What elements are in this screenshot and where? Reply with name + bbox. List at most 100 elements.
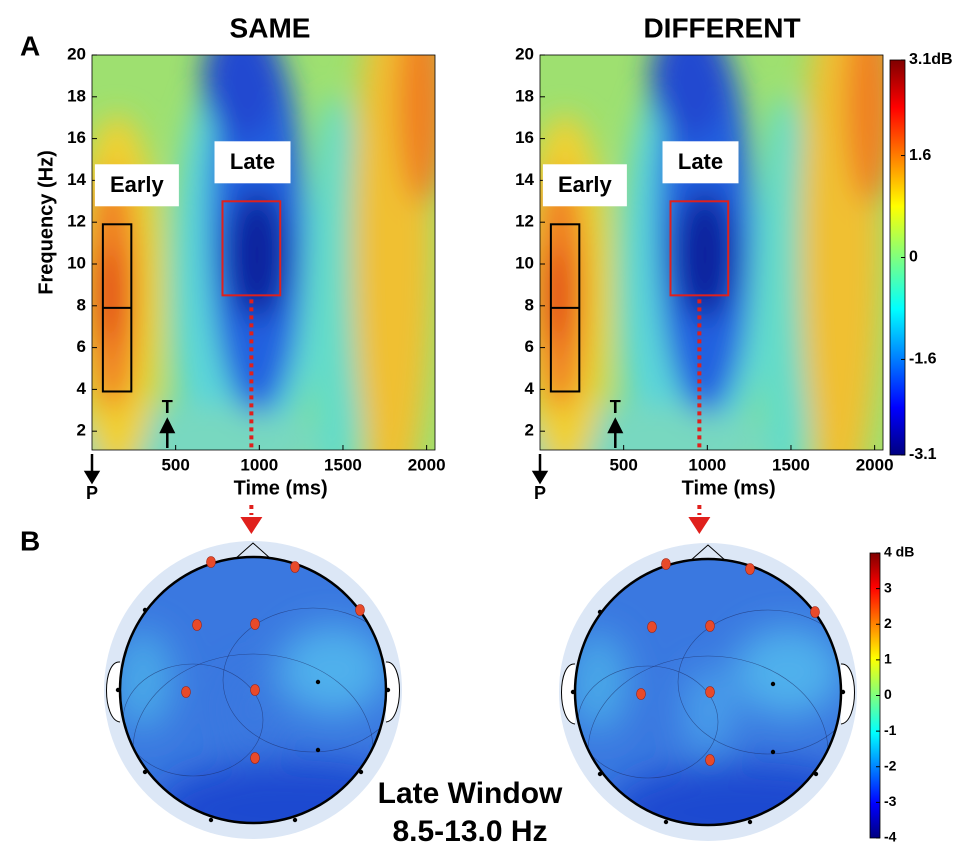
- x-tick-label: 500: [161, 455, 189, 474]
- event-label: T: [610, 397, 621, 417]
- electrode: [315, 747, 321, 753]
- electrode: [206, 556, 216, 568]
- field-blob: [278, 625, 386, 715]
- x-axis-label: Time (ms): [682, 477, 776, 499]
- colorbar-tick-label: -4: [884, 829, 897, 845]
- field-blob: [227, 190, 287, 320]
- electrode: [250, 752, 260, 764]
- y-tick-label: 18: [515, 86, 534, 105]
- x-tick-label: 1500: [324, 455, 362, 474]
- colorbar-tick-label: 1.6: [909, 147, 931, 164]
- event-label: P: [86, 483, 98, 503]
- electrode: [250, 684, 260, 696]
- electrode: [250, 618, 260, 630]
- heatmap-field: [540, 55, 883, 450]
- x-tick-label: 1000: [688, 455, 726, 474]
- field-blob: [755, 95, 815, 450]
- colorbar-tick-label: -3: [884, 793, 897, 809]
- colorbar-tick-label: 1: [884, 651, 892, 667]
- chart-title: DIFFERENT: [643, 12, 800, 43]
- electrode: [747, 819, 753, 825]
- electrode: [142, 607, 148, 613]
- y-tick-label: 10: [67, 253, 86, 272]
- colorbar-tick-label: 0: [909, 249, 918, 266]
- x-tick-label: 500: [609, 455, 637, 474]
- colorbar-tick-label: 3.1dB: [909, 51, 953, 68]
- electrode: [355, 604, 365, 616]
- field-blob: [650, 55, 730, 140]
- region-label-box: [662, 141, 739, 184]
- colorbar-tick-label: -2: [884, 757, 897, 773]
- y-tick-label: 2: [525, 421, 534, 440]
- electrode: [661, 558, 671, 570]
- region-label-box: [94, 164, 179, 207]
- colorbar-tick-label: 4 dB: [884, 544, 914, 560]
- field-blob: [228, 665, 278, 755]
- y-axis-label: Frequency (Hz): [35, 150, 57, 294]
- plot-frame: [91, 54, 436, 451]
- field-blob: [96, 245, 120, 345]
- y-tick-label: 16: [67, 128, 86, 147]
- electrode: [745, 563, 755, 575]
- field-blob: [575, 632, 628, 732]
- panel-label: B: [20, 525, 40, 556]
- y-tick-label: 6: [77, 337, 86, 356]
- y-tick-label: 6: [525, 337, 534, 356]
- region-box: [221, 200, 282, 297]
- heatmap: [540, 55, 883, 450]
- electrode: [192, 619, 202, 631]
- y-tick-label: 12: [515, 212, 534, 231]
- y-tick-label: 4: [77, 379, 87, 398]
- electrode: [636, 688, 646, 700]
- x-tick-label: 1000: [240, 455, 278, 474]
- y-tick-label: 12: [67, 212, 86, 231]
- field-blob: [397, 55, 435, 205]
- electrode: [292, 817, 298, 823]
- region-label: Early: [558, 172, 613, 197]
- field-blob: [733, 627, 841, 717]
- head-ear: [840, 663, 855, 725]
- electrode: [705, 686, 715, 698]
- electrode: [810, 606, 820, 618]
- y-tick-label: 16: [515, 128, 534, 147]
- colorbar-tick-label: -1.6: [909, 351, 937, 368]
- y-tick-label: 14: [67, 170, 86, 189]
- head-nose: [234, 542, 272, 560]
- electrode: [770, 749, 776, 755]
- electrode: [663, 819, 669, 825]
- electrode: [208, 817, 214, 823]
- y-tick-label: 18: [67, 86, 86, 105]
- electrode: [181, 686, 191, 698]
- caption: 8.5-13.0 Hz: [392, 815, 547, 846]
- y-tick-label: 2: [77, 421, 86, 440]
- event-arrow: [607, 417, 624, 448]
- electrode: [358, 769, 364, 775]
- electrode: [570, 689, 576, 695]
- y-tick-label: 20: [515, 44, 534, 63]
- region-label-box: [214, 141, 291, 184]
- event-label: P: [534, 483, 546, 503]
- region-label: Late: [678, 149, 723, 174]
- plot-frame: [539, 54, 884, 451]
- link-arrow: [240, 517, 263, 534]
- electrode: [385, 687, 391, 693]
- field-blob: [683, 667, 733, 757]
- contour: [677, 609, 841, 755]
- x-tick-label: 1500: [772, 455, 810, 474]
- x-axis-label: Time (ms): [234, 477, 328, 499]
- electrode: [813, 771, 819, 777]
- field-blob: [845, 55, 883, 205]
- colorbar-tick-label: -3.1: [909, 446, 937, 463]
- panel-label: A: [20, 30, 40, 61]
- chart-title: SAME: [230, 12, 311, 43]
- head-ear: [106, 661, 121, 723]
- region-label: Early: [110, 172, 165, 197]
- field-blob: [544, 245, 568, 345]
- field-blob: [307, 95, 367, 450]
- y-tick-label: 14: [515, 170, 534, 189]
- heatmap: [92, 55, 435, 450]
- event-arrow: [83, 454, 101, 485]
- event-arrow: [159, 417, 176, 448]
- region-box: [669, 200, 730, 297]
